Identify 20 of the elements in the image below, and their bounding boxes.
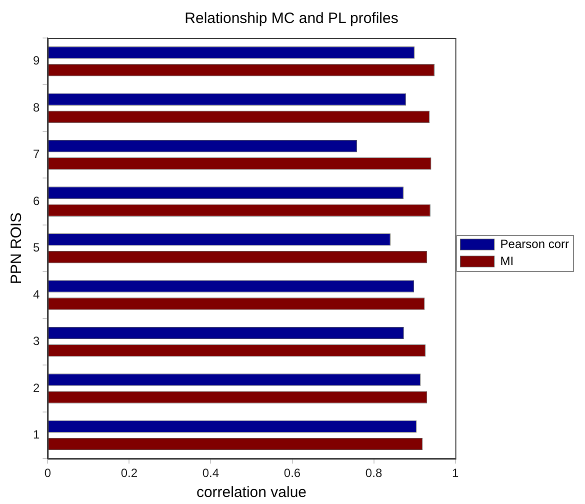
y-tick-label: 4: [32, 287, 40, 302]
x-tick-label: 0.8: [365, 466, 382, 480]
x-tick-label: 0.2: [120, 466, 138, 480]
x-axis-title: correlation value: [196, 484, 307, 502]
legend-label: Pearson corr: [500, 236, 570, 251]
x-tick-label: 0.6: [284, 466, 301, 480]
legend-label: MI: [500, 254, 514, 268]
y-tick-label: 6: [32, 194, 40, 208]
y-tick-label: 5: [32, 240, 40, 255]
y-tick-label: 1: [32, 428, 40, 442]
y-axis-title: PPN ROIS: [8, 212, 26, 284]
x-tick-label: 1: [452, 466, 459, 480]
x-tick-label: 0.4: [202, 466, 220, 480]
chart-title: Relationship MC and PL profiles: [184, 10, 398, 28]
y-tick-label: 2: [32, 380, 40, 395]
y-tick-label: 9: [32, 54, 40, 68]
x-tick-label: 0: [44, 466, 52, 480]
y-tick-label: 7: [32, 147, 40, 162]
y-tick-label: 8: [32, 100, 40, 114]
y-tick-label: 3: [32, 334, 40, 348]
